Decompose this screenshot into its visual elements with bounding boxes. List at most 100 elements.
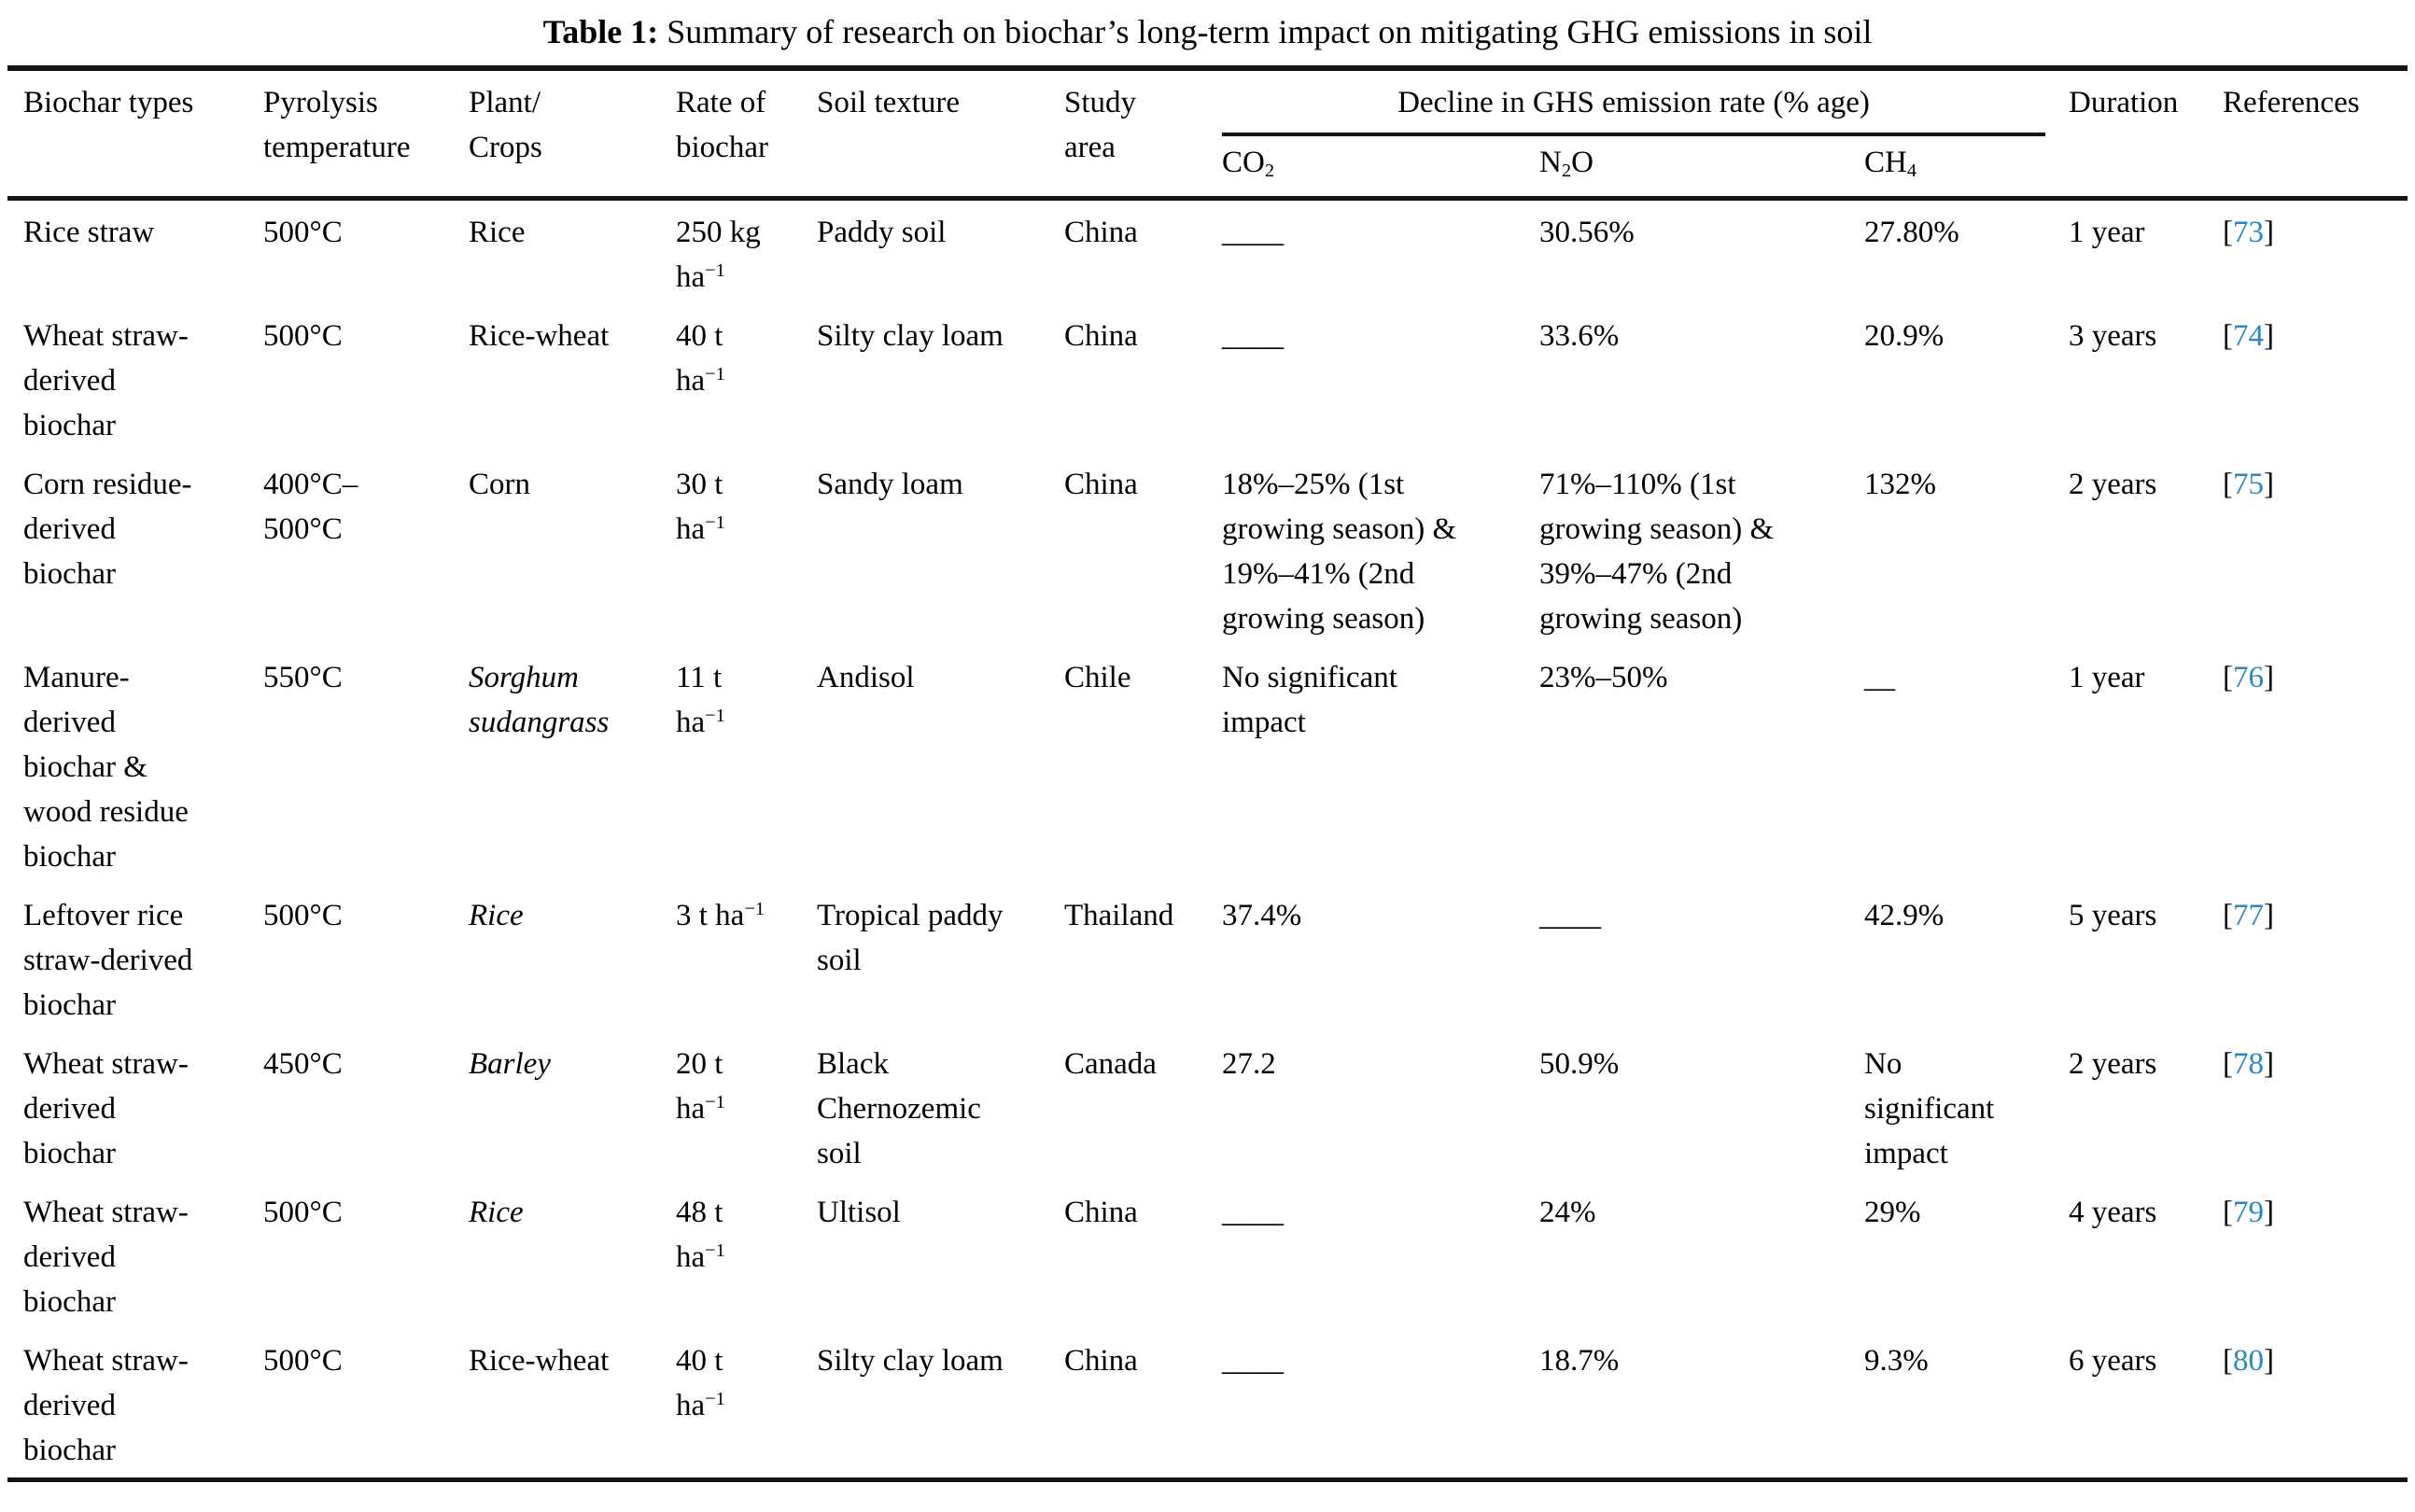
- cell-duration: 6 years: [2069, 1344, 2157, 1378]
- cell-co2: No significant impact: [1222, 661, 1397, 739]
- cell-duration: 2 years: [2069, 1047, 2157, 1081]
- cell-biochar-type: Wheat straw-derived biochar: [23, 1344, 189, 1467]
- cell-pyrolysis-temperature: 400°C– 500°C: [263, 468, 358, 546]
- col-header-co2: CO2: [1222, 146, 1275, 181]
- cell-co2: 27.2: [1222, 1047, 1276, 1081]
- cell-n2o: 71%–110% (1st growing season) & 39%–47% …: [1539, 468, 1775, 636]
- cell-references: [73]: [2223, 216, 2274, 249]
- cell-duration: 5 years: [2069, 899, 2157, 932]
- cell-rate-of-biochar: 250 kg ha−1: [676, 216, 761, 294]
- col-header-duration: Duration: [2069, 86, 2179, 119]
- cell-duration: 3 years: [2069, 319, 2157, 353]
- cell-soil-texture: Tropical paddy soil: [817, 899, 1004, 977]
- reference-link[interactable]: 73: [2233, 216, 2264, 249]
- table-row: Manure-derived biochar & wood residue bi…: [7, 646, 2408, 884]
- cell-plant-crops: Rice: [469, 1196, 524, 1229]
- col-group-label: Decline in GHS emission rate (% age): [1222, 80, 2045, 136]
- cell-soil-texture: Ultisol: [817, 1196, 901, 1229]
- reference-link[interactable]: 76: [2233, 661, 2264, 694]
- cell-biochar-type: Leftover rice straw-derived biochar: [23, 899, 193, 1022]
- cell-rate-of-biochar: 40 t ha−1: [676, 319, 725, 398]
- col-header-references: References: [2223, 86, 2360, 119]
- table-row: Corn residue-derived biochar 400°C– 500°C C…: [7, 453, 2408, 646]
- cell-co2: ____: [1222, 1196, 1284, 1229]
- col-header-pyrolysis-temperature: Pyrolysis temperature: [263, 86, 411, 164]
- cell-n2o: 30.56%: [1539, 216, 1635, 249]
- cell-plant-crops: Sorghum sudangrass: [469, 661, 610, 739]
- col-header-soil-texture: Soil texture: [817, 86, 961, 119]
- cell-plant-crops: Barley: [469, 1047, 551, 1081]
- col-header-study-area: Study area: [1064, 86, 1137, 164]
- cell-duration: 2 years: [2069, 468, 2157, 501]
- table-row: Wheat straw-derived biochar 500°C Rice 48 t…: [7, 1181, 2408, 1329]
- cell-biochar-type: Wheat straw-derived biochar: [23, 1196, 189, 1319]
- col-group-decline-in-emission: Decline in GHS emission rate (% age): [1222, 68, 2069, 136]
- cell-study-area: China: [1064, 319, 1138, 353]
- cell-biochar-type: Manure-derived biochar & wood residue bi…: [23, 661, 189, 874]
- cell-plant-crops: Corn: [469, 468, 530, 501]
- cell-n2o: 50.9%: [1539, 1047, 1620, 1081]
- cell-pyrolysis-temperature: 450°C: [263, 1047, 343, 1081]
- col-header-rate-of-biochar: Rate of biochar: [676, 86, 768, 164]
- cell-n2o: 18.7%: [1539, 1344, 1620, 1378]
- research-summary-table: Biochar types Pyrolysis temperature Plant…: [7, 65, 2408, 1482]
- cell-soil-texture: Silty clay loam: [817, 1344, 1004, 1378]
- reference-link[interactable]: 77: [2233, 899, 2264, 932]
- reference-link[interactable]: 80: [2233, 1344, 2264, 1378]
- col-header-plant-crops: Plant/Crops: [469, 86, 542, 164]
- cell-duration: 1 year: [2069, 661, 2145, 694]
- cell-ch4: __: [1864, 661, 1895, 694]
- table-caption: Table 1: Summary of research on biochar’…: [7, 6, 2408, 65]
- cell-references: [78]: [2223, 1047, 2274, 1081]
- cell-duration: 4 years: [2069, 1196, 2157, 1229]
- cell-biochar-type: Wheat straw-derived biochar: [23, 1047, 189, 1170]
- cell-references: [79]: [2223, 1196, 2274, 1229]
- table-row: Leftover rice straw-derived biochar 500°C…: [7, 884, 2408, 1032]
- cell-pyrolysis-temperature: 500°C: [263, 1344, 343, 1378]
- cell-study-area: China: [1064, 468, 1138, 501]
- cell-ch4: 29%: [1864, 1196, 1921, 1229]
- cell-study-area: China: [1064, 216, 1138, 249]
- cell-references: [80]: [2223, 1344, 2274, 1378]
- table-caption-label: Table 1:: [542, 13, 659, 50]
- cell-ch4: 42.9%: [1864, 899, 1945, 932]
- cell-soil-texture: Andisol: [817, 661, 915, 694]
- reference-link[interactable]: 75: [2233, 468, 2264, 501]
- cell-rate-of-biochar: 48 t ha−1: [676, 1196, 725, 1274]
- cell-co2: 18%–25% (1st growing season) & 19%–41% (…: [1222, 468, 1457, 636]
- cell-references: [77]: [2223, 899, 2274, 932]
- reference-link[interactable]: 74: [2233, 319, 2264, 353]
- cell-plant-crops: Rice: [469, 899, 524, 932]
- cell-study-area: Canada: [1064, 1047, 1157, 1081]
- cell-co2: ____: [1222, 319, 1284, 353]
- cell-n2o: 33.6%: [1539, 319, 1620, 353]
- cell-references: [75]: [2223, 468, 2274, 501]
- table-caption-text: Summary of research on biochar’s long-te…: [667, 13, 1873, 50]
- cell-n2o: ____: [1539, 899, 1601, 932]
- cell-rate-of-biochar: 11 t ha−1: [676, 661, 725, 739]
- cell-rate-of-biochar: 30 t ha−1: [676, 468, 725, 546]
- cell-ch4: 9.3%: [1864, 1344, 1929, 1378]
- cell-biochar-type: Wheat straw-derived biochar: [23, 319, 189, 442]
- table-row: Rice straw 500°C Rice 250 kg ha−1 Paddy soil C…: [7, 199, 2408, 305]
- cell-rate-of-biochar: 20 t ha−1: [676, 1047, 725, 1126]
- cell-study-area: China: [1064, 1196, 1138, 1229]
- cell-n2o: 23%–50%: [1539, 661, 1668, 694]
- cell-soil-texture: Silty clay loam: [817, 319, 1004, 353]
- table-row: Wheat straw-derived biochar 500°C Rice-whe…: [7, 1329, 2408, 1480]
- cell-rate-of-biochar: 40 t ha−1: [676, 1344, 725, 1422]
- cell-plant-crops: Rice-wheat: [469, 319, 610, 353]
- cell-pyrolysis-temperature: 500°C: [263, 899, 343, 932]
- cell-ch4: 20.9%: [1864, 319, 1945, 353]
- table-row: Wheat straw-derived biochar 500°C Rice-whe…: [7, 304, 2408, 453]
- cell-soil-texture: Black Chernozemic soil: [817, 1047, 981, 1170]
- col-header-n2o: N2O: [1539, 146, 1594, 181]
- cell-co2: 37.4%: [1222, 899, 1302, 932]
- reference-link[interactable]: 79: [2233, 1196, 2264, 1229]
- cell-n2o: 24%: [1539, 1196, 1596, 1229]
- cell-soil-texture: Sandy loam: [817, 468, 963, 501]
- col-header-biochar-types: Biochar types: [23, 86, 194, 119]
- reference-link[interactable]: 78: [2233, 1047, 2264, 1081]
- cell-co2: ____: [1222, 216, 1284, 249]
